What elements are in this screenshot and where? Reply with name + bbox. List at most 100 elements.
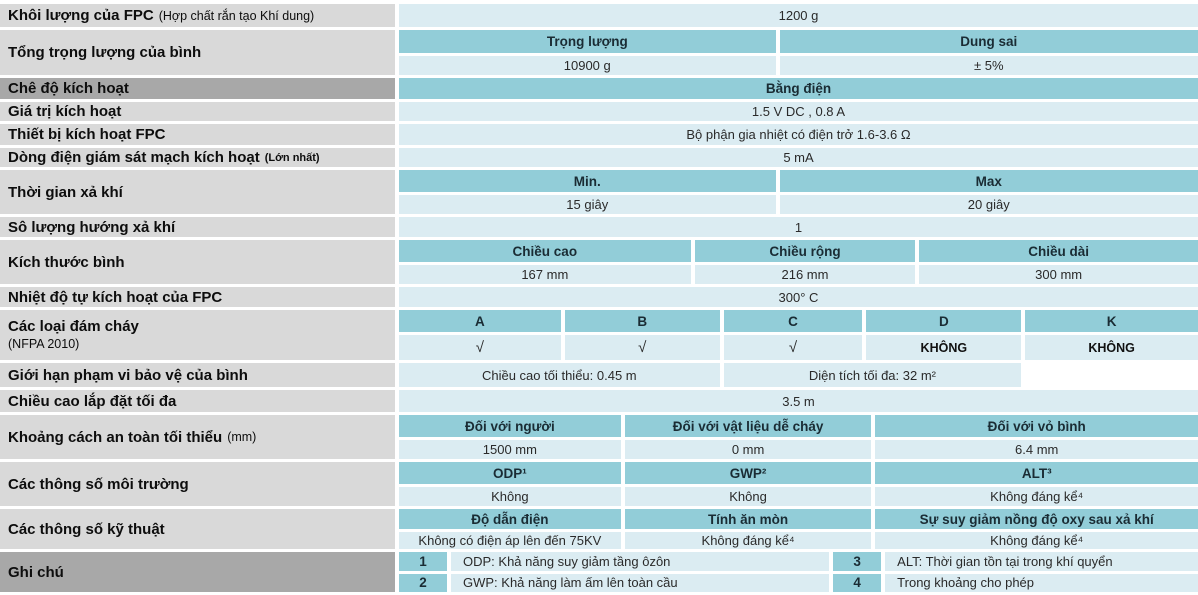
row-fpc-mass: Khôi lượng của FPC (Hợp chất rắn tạo Khí… <box>0 4 1198 27</box>
label-protection-limits: Giới hạn phạm vi bảo vệ của bình <box>0 363 395 387</box>
note-text-2: GWP: Khả năng làm ấm lên toàn cầu <box>451 573 830 592</box>
row-discharge-directions: Sô lượng hướng xả khí 1 <box>0 217 1198 237</box>
row-protection-limits: Giới hạn phạm vi bảo vệ của bình Chiều c… <box>0 363 1198 387</box>
value-conductivity: Không có điện áp lên đến 75KV <box>399 532 621 549</box>
value-activation-mode: Bằng điện <box>399 78 1198 99</box>
header-class-c: C <box>723 310 863 332</box>
value-class-b: √ <box>564 335 720 360</box>
header-class-d: D <box>866 310 1022 332</box>
header-class-a: A <box>399 310 561 332</box>
header-class-b: B <box>564 310 720 332</box>
header-flammable: Đối với vật liệu dễ cháy <box>624 415 872 437</box>
note-text-4: Trong khoảng cho phép <box>885 573 1198 592</box>
value-max-area: Diện tích tối đa: 32 m² <box>723 363 1022 387</box>
header-max: Max <box>779 170 1198 192</box>
header-alt: ALT³ <box>875 462 1198 484</box>
note-badge-1: 1 <box>399 552 447 571</box>
label-fpc-mass-note: (Hợp chất rắn tạo Khí dung) <box>158 8 315 23</box>
note-badge-4: 4 <box>833 573 882 592</box>
value-corrosion: Không đáng kể⁴ <box>624 532 872 549</box>
value-max-install-height: 3.5 m <box>399 390 1198 412</box>
value-shell: 6.4 mm <box>875 440 1198 459</box>
value-flammable: 0 mm <box>624 440 872 459</box>
label-total-weight: Tổng trọng lượng của bình <box>0 30 395 75</box>
value-length: 300 mm <box>919 265 1198 284</box>
header-class-k: K <box>1025 310 1198 332</box>
value-min-height: Chiều cao tối thiểu: 0.45 m <box>399 363 720 387</box>
value-activation-value: 1.5 V DC , 0.8 A <box>399 102 1198 121</box>
header-oxygen: Sự suy giảm nồng độ oxy sau xả khí <box>875 509 1198 529</box>
label-activation-device: Thiết bị kích hoạt FPC <box>0 124 395 145</box>
label-safety-distance-note: (mm) <box>227 430 257 444</box>
value-min: 15 giây <box>399 195 776 214</box>
header-odp: ODP¹ <box>399 462 621 484</box>
value-width: 216 mm <box>694 265 916 284</box>
value-class-a: √ <box>399 335 561 360</box>
label-monitor-current-note: (Lớn nhất) <box>264 151 320 164</box>
note-text-1: ODP: Khả năng suy giảm tầng ôzôn <box>451 552 830 571</box>
value-oxygen: Không đáng kể⁴ <box>875 532 1198 549</box>
label-notes: Ghi chú <box>0 552 395 592</box>
value-class-c: √ <box>723 335 863 360</box>
row-activation-mode: Chê độ kích hoạt Bằng điện <box>0 78 1198 99</box>
label-dimensions: Kích thước bình <box>0 240 395 284</box>
value-discharge-directions: 1 <box>399 217 1198 237</box>
row-discharge-time: Thời gian xả khí Min. Max 15 giây 20 giâ… <box>0 170 1198 214</box>
value-alt: Không đáng kể⁴ <box>875 487 1198 506</box>
row-environmental: Các thông số môi trường ODP¹ GWP² ALT³ K… <box>0 462 1198 506</box>
label-activation-value: Giá trị kích hoạt <box>0 102 395 121</box>
row-self-activation-temp: Nhiệt độ tự kích hoạt của FPC 300° C <box>0 287 1198 307</box>
header-conductivity: Độ dẫn điện <box>399 509 621 529</box>
value-class-k: KHÔNG <box>1025 335 1198 360</box>
label-fpc-mass-text: Khôi lượng của FPC <box>8 7 154 24</box>
row-dimensions: Kích thước bình Chiều cao Chiều rộng Chi… <box>0 240 1198 284</box>
value-class-d: KHÔNG <box>866 335 1022 360</box>
header-min: Min. <box>399 170 776 192</box>
header-length: Chiều dài <box>919 240 1198 262</box>
row-safety-distance: Khoảng cách an toàn tối thiểu (mm) Đối v… <box>0 415 1198 459</box>
header-gwp: GWP² <box>624 462 872 484</box>
label-safety-distance: Khoảng cách an toàn tối thiểu (mm) <box>0 415 395 459</box>
value-tolerance: ± 5% <box>779 56 1198 75</box>
header-corrosion: Tính ăn mòn <box>624 509 872 529</box>
value-odp: Không <box>399 487 621 506</box>
label-safety-distance-text: Khoảng cách an toàn tối thiểu <box>8 428 223 446</box>
note-badge-2: 2 <box>399 573 447 592</box>
note-badge-3: 3 <box>833 552 882 571</box>
value-gwp: Không <box>624 487 872 506</box>
label-monitor-current: Dòng điện giám sát mạch kích hoạt (Lớn n… <box>0 148 395 167</box>
row-activation-value: Giá trị kích hoạt 1.5 V DC , 0.8 A <box>0 102 1198 121</box>
row-total-weight: Tổng trọng lượng của bình Trọng lượng Du… <box>0 30 1198 75</box>
header-weight: Trọng lượng <box>399 30 776 53</box>
blank-cell <box>1025 363 1198 387</box>
value-weight: 10900 g <box>399 56 776 75</box>
label-fire-classes-text: Các loại đám cháy <box>8 317 139 335</box>
label-activation-mode: Chê độ kích hoạt <box>0 78 395 99</box>
row-fire-classes: Các loại đám cháy (NFPA 2010) A B C D K … <box>0 310 1198 360</box>
header-shell: Đối với vỏ bình <box>875 415 1198 437</box>
value-max: 20 giây <box>779 195 1198 214</box>
row-max-install-height: Chiều cao lắp đặt tối đa 3.5 m <box>0 390 1198 412</box>
label-fpc-mass: Khôi lượng của FPC (Hợp chất rắn tạo Khí… <box>0 4 395 27</box>
value-self-activation-temp: 300° C <box>399 287 1198 307</box>
header-tolerance: Dung sai <box>779 30 1198 53</box>
value-activation-device: Bộ phận gia nhiệt có điện trở 1.6-3.6 Ω <box>399 124 1198 145</box>
label-max-install-height: Chiều cao lắp đặt tối đa <box>0 390 395 412</box>
label-fire-classes: Các loại đám cháy (NFPA 2010) <box>0 310 395 360</box>
label-discharge-time: Thời gian xả khí <box>0 170 395 214</box>
label-self-activation-temp: Nhiệt độ tự kích hoạt của FPC <box>0 287 395 307</box>
label-fire-classes-note: (NFPA 2010) <box>8 336 80 351</box>
row-activation-device: Thiết bị kích hoạt FPC Bộ phận gia nhiệt… <box>0 124 1198 145</box>
value-people: 1500 mm <box>399 440 621 459</box>
row-notes: Ghi chú 1 ODP: Khả năng suy giảm tầng ôz… <box>0 552 1198 592</box>
label-discharge-directions: Sô lượng hướng xả khí <box>0 217 395 237</box>
value-height: 167 mm <box>399 265 691 284</box>
row-monitor-current: Dòng điện giám sát mạch kích hoạt (Lớn n… <box>0 148 1198 167</box>
note-text-3: ALT: Thời gian tồn tại trong khí quyển <box>885 552 1198 571</box>
label-technical: Các thông số kỹ thuật <box>0 509 395 549</box>
row-technical: Các thông số kỹ thuật Độ dẫn điện Tính ă… <box>0 509 1198 549</box>
header-width: Chiều rộng <box>694 240 916 262</box>
header-people: Đối với người <box>399 415 621 437</box>
label-environmental: Các thông số môi trường <box>0 462 395 506</box>
